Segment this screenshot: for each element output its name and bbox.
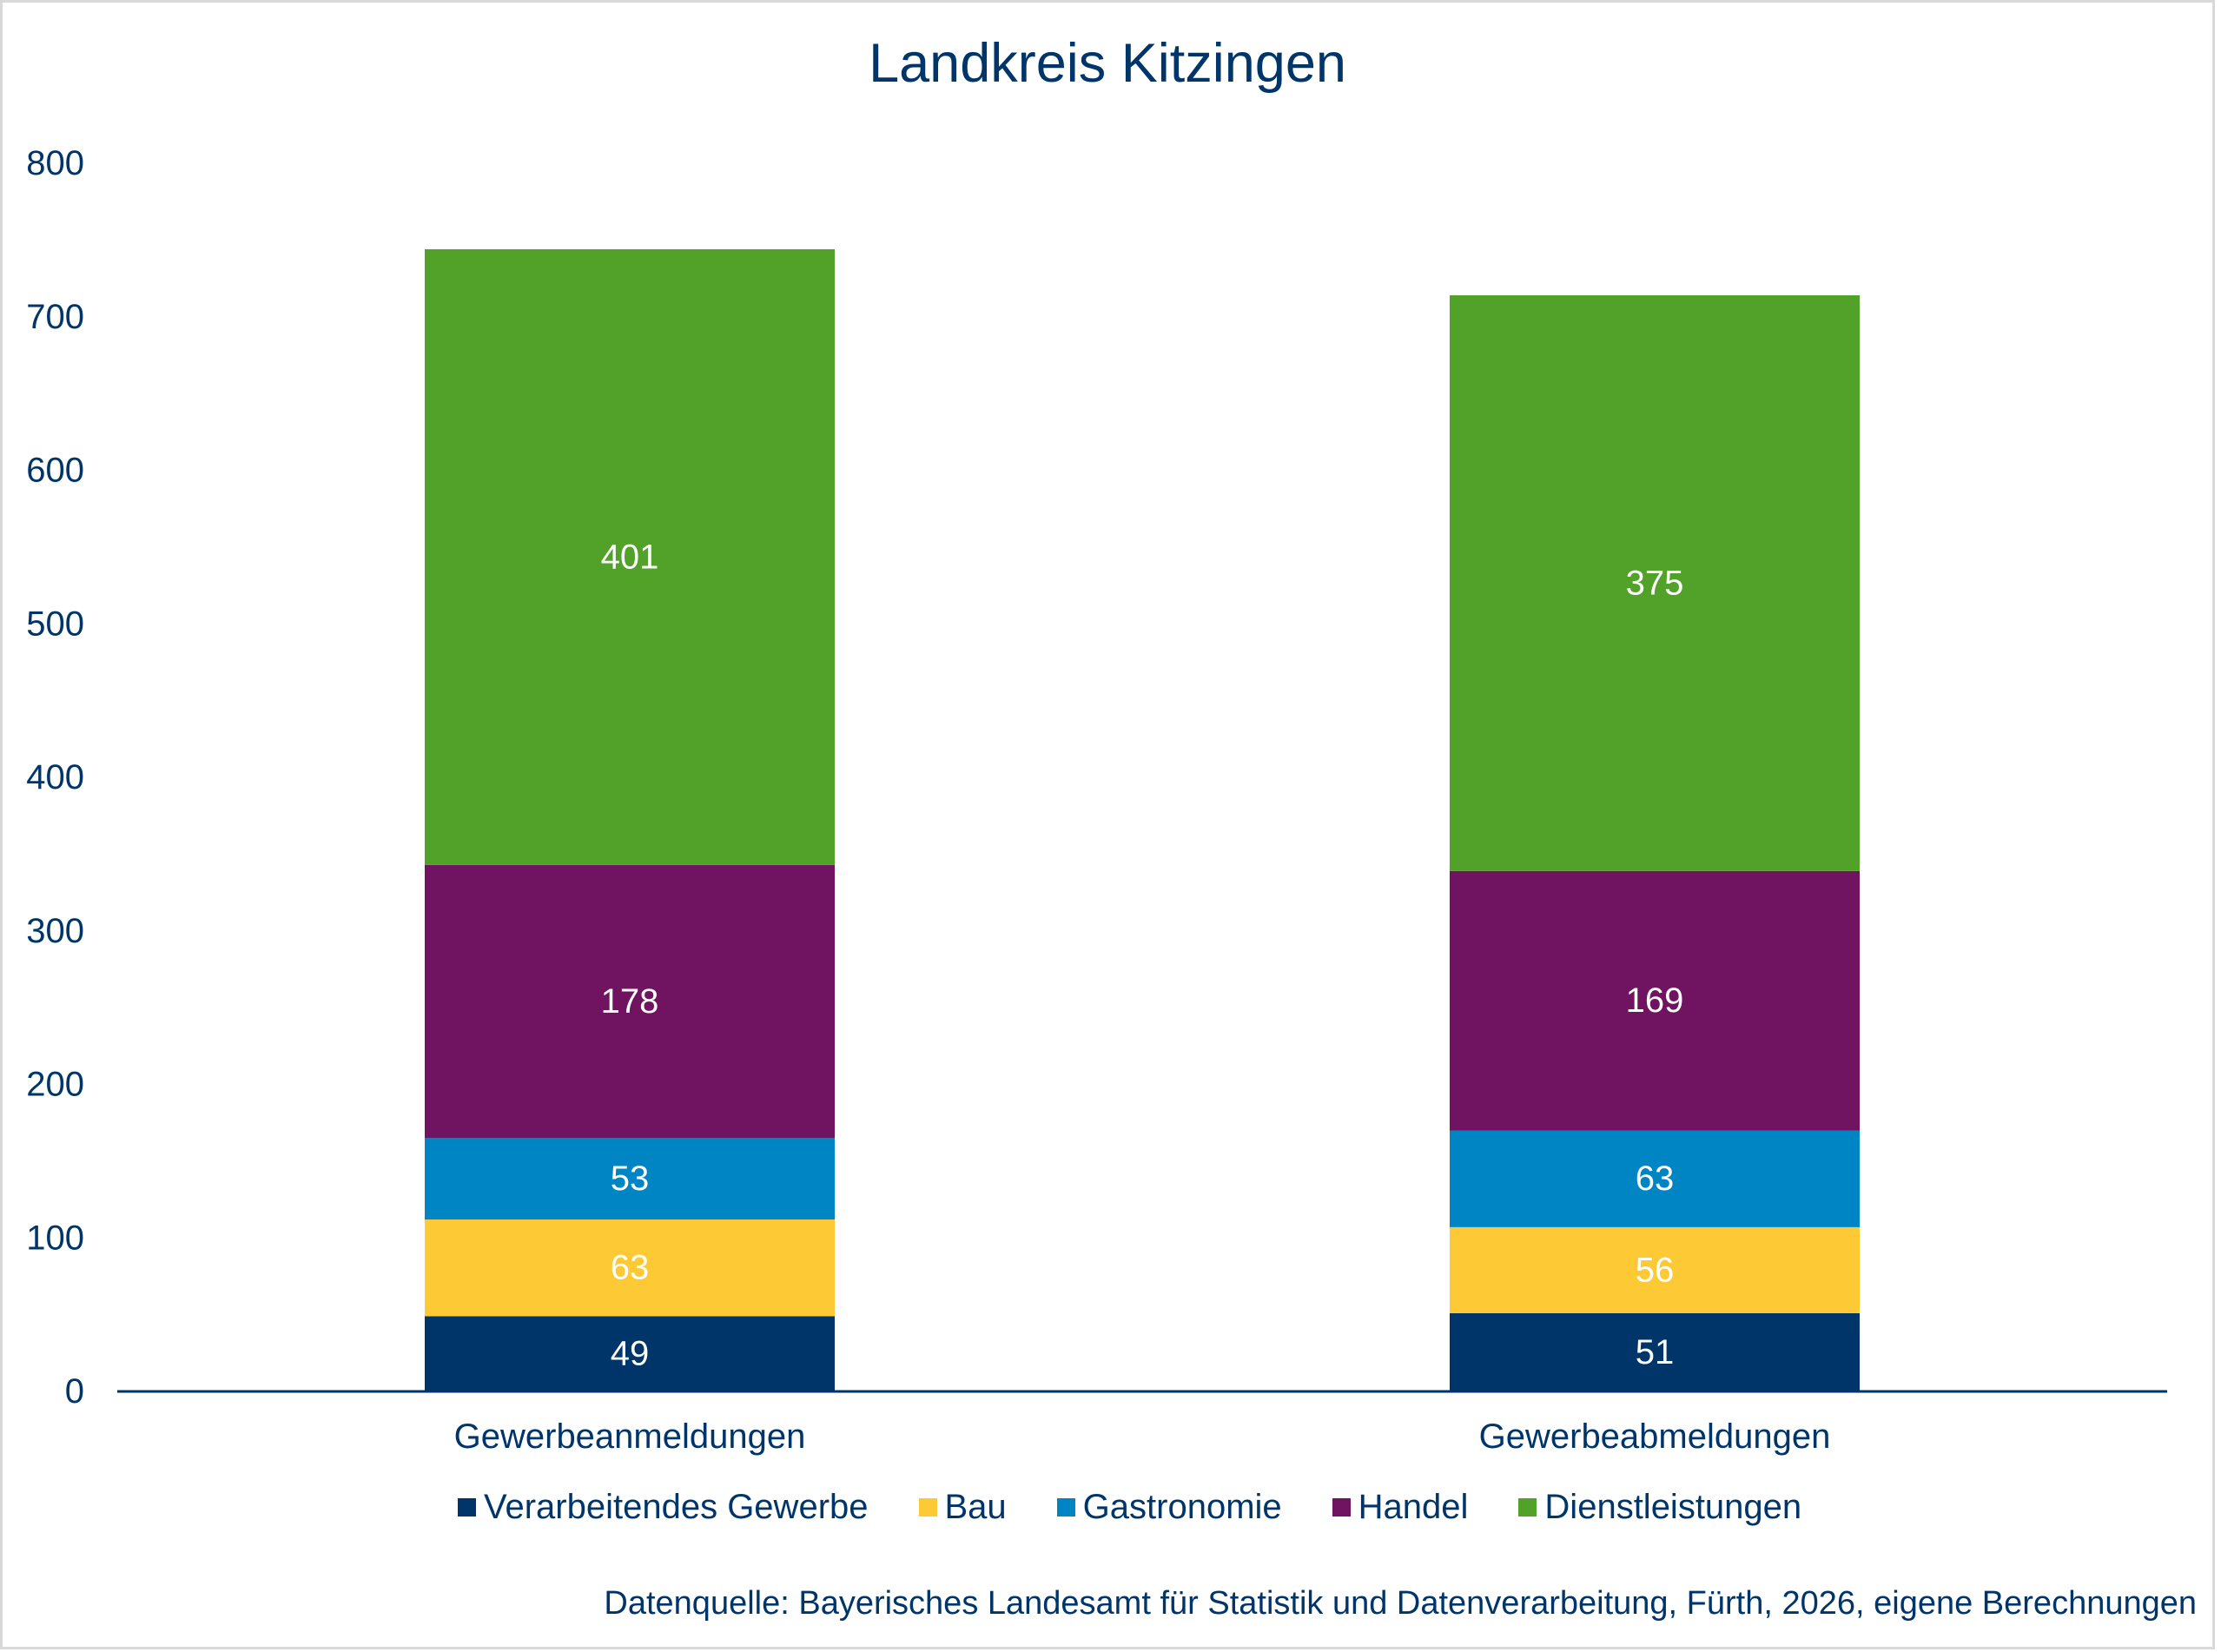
- legend-marker-icon: [1518, 1497, 1537, 1517]
- bar-segment-bau: [425, 1219, 835, 1317]
- legend-marker-icon: [1056, 1497, 1075, 1517]
- bar-segment-verarbeitendes-gewerbe: [425, 1316, 835, 1391]
- y-tick-label: 0: [65, 1372, 84, 1411]
- y-tick-label: 800: [26, 144, 84, 182]
- data-label: 49: [611, 1335, 650, 1373]
- legend-marker-icon: [458, 1497, 476, 1517]
- legend-item: Handel: [1332, 1486, 1469, 1528]
- bar-segment-bau: [1450, 1226, 1860, 1313]
- data-label: 169: [1626, 981, 1684, 1020]
- data-label: 56: [1636, 1251, 1675, 1289]
- x-category-label: Gewerbeabmeldungen: [1479, 1417, 1831, 1456]
- data-label: 375: [1626, 564, 1684, 602]
- bar-segment-gastronomie: [1450, 1130, 1860, 1227]
- legend-label: Verarbeitendes Gewerbe: [484, 1488, 869, 1526]
- y-tick-label: 700: [26, 298, 84, 336]
- y-tick-label: 200: [26, 1066, 84, 1104]
- legend-label: Handel: [1358, 1488, 1469, 1526]
- data-label: 51: [1636, 1333, 1675, 1371]
- y-tick-label: 300: [26, 912, 84, 950]
- y-tick-label: 400: [26, 758, 84, 796]
- data-label: 63: [611, 1249, 650, 1287]
- bar-segment-dienstleistungen: [425, 248, 835, 865]
- data-label: 178: [601, 982, 659, 1021]
- bar-segment-verarbeitendes-gewerbe: [1450, 1312, 1860, 1391]
- data-label: 53: [611, 1160, 650, 1198]
- legend-item: Bau: [918, 1486, 1007, 1528]
- bar-segment-gastronomie: [425, 1138, 835, 1220]
- x-category-label: Gewerbeanmeldungen: [454, 1417, 806, 1456]
- legend-marker-icon: [1332, 1497, 1351, 1517]
- legend-label: Bau: [944, 1488, 1007, 1526]
- x-axis-category-labels: Gewerbeanmeldungen Gewerbeabmeldungen: [454, 1417, 1831, 1456]
- source-note: Datenquelle: Bayerisches Landesamt für S…: [604, 1585, 2197, 1622]
- legend-item: Gastronomie: [1056, 1486, 1282, 1528]
- bar-segment-handel: [1450, 870, 1860, 1131]
- y-axis-ticks: 0 100 200 300 400 500 600 700 800: [26, 144, 84, 1411]
- legend-label: Gastronomie: [1082, 1488, 1282, 1526]
- chart-title: Landkreis Kitzingen: [869, 33, 1346, 94]
- legend-item: Verarbeitendes Gewerbe: [458, 1486, 869, 1528]
- legend-marker-icon: [918, 1497, 937, 1517]
- bars: [425, 248, 1860, 1391]
- legend: Verarbeitendes Gewerbe Bau Gastronomie Hand…: [458, 1485, 1801, 1529]
- bar-segment-handel: [425, 864, 835, 1139]
- y-tick-label: 500: [26, 605, 84, 643]
- data-label: 63: [1636, 1160, 1675, 1198]
- bar-segment-dienstleistungen: [1450, 295, 1860, 871]
- legend-item: Dienstleistungen: [1518, 1486, 1801, 1528]
- y-tick-label: 600: [26, 452, 84, 490]
- legend-label: Dienstleistungen: [1544, 1488, 1802, 1526]
- y-tick-label: 100: [26, 1219, 84, 1257]
- data-label: 401: [601, 538, 659, 576]
- data-labels: 49 63 53 178 401 51 56 63 169 375: [601, 538, 1684, 1372]
